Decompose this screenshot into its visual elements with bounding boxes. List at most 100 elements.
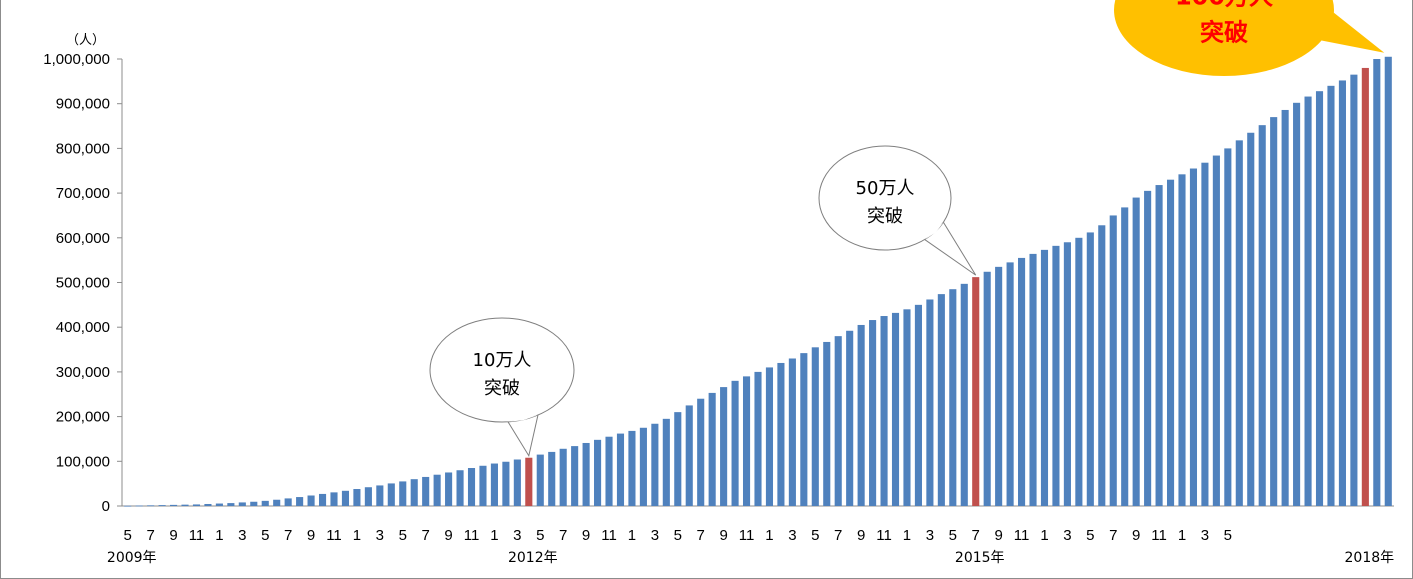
x-tick-label: 11	[1014, 527, 1030, 544]
bar	[1384, 56, 1392, 506]
bar	[1189, 168, 1198, 506]
x-tick-label: 11	[876, 527, 892, 544]
x-tick-label: 3	[926, 527, 934, 544]
callout-text: 突破	[1200, 19, 1248, 47]
bar	[250, 501, 258, 506]
bar	[341, 490, 350, 506]
bar	[582, 442, 590, 506]
bar	[1281, 109, 1289, 506]
bar	[1270, 117, 1278, 507]
x-tick-label: 7	[972, 527, 980, 544]
x-tick-label: 7	[284, 527, 292, 544]
bar	[903, 309, 911, 506]
bar	[1040, 249, 1049, 506]
x-tick-label: 3	[376, 527, 384, 544]
callout-seam	[507, 415, 538, 422]
x-tick-label: 5	[261, 527, 269, 544]
bar	[571, 446, 579, 506]
bar	[433, 474, 441, 506]
y-tick-label: 1,000,000	[43, 51, 110, 68]
x-tick-label: 1	[765, 527, 773, 544]
x-tick-label: 1	[1040, 527, 1048, 544]
bar	[1029, 253, 1037, 506]
x-tick-label: 5	[674, 527, 682, 544]
bar	[559, 448, 567, 506]
bar	[834, 336, 842, 506]
bar	[891, 312, 900, 506]
x-tick-label: 5	[399, 527, 407, 544]
bar	[708, 392, 716, 506]
bar	[926, 299, 934, 506]
callout-tail	[1321, 12, 1385, 53]
bar	[995, 266, 1003, 506]
bar	[1247, 132, 1255, 506]
callout-seam	[1321, 12, 1334, 41]
x-tick-label: 11	[1151, 527, 1167, 544]
x-tick-label: 1	[353, 527, 361, 544]
x-tick-label: 3	[1063, 527, 1071, 544]
bar	[949, 289, 957, 506]
x-tick-label: 9	[169, 527, 177, 544]
bar	[1178, 174, 1186, 507]
y-tick-label: 300,000	[56, 364, 110, 381]
x-tick-label: 9	[444, 527, 452, 544]
bar	[846, 330, 854, 506]
x-tick-label: 5	[949, 527, 957, 544]
bar	[181, 504, 189, 506]
x-tick-label: 3	[513, 527, 521, 544]
x-tick-label: 1	[490, 527, 498, 544]
bar	[983, 271, 991, 506]
bar	[869, 320, 877, 506]
bar	[1155, 185, 1163, 506]
bar	[662, 418, 670, 506]
bar	[192, 504, 201, 506]
x-year-label: 2015年	[955, 550, 1005, 566]
y-tick-label: 800,000	[56, 140, 110, 157]
callout-bubble	[818, 145, 952, 251]
bar	[479, 465, 487, 506]
y-tick-label: 400,000	[56, 319, 110, 336]
bar	[525, 457, 533, 506]
x-tick-label: 5	[124, 527, 132, 544]
x-year-label: 2012年	[508, 550, 558, 566]
y-tick-label: 100,000	[56, 453, 110, 470]
x-tick-label: 11	[326, 527, 342, 544]
bar	[536, 454, 544, 506]
bar	[307, 495, 315, 506]
bar	[204, 503, 212, 506]
bar	[158, 505, 166, 506]
x-tick-label: 9	[582, 527, 590, 544]
x-tick-label: 5	[1086, 527, 1094, 544]
y-tick-label: 900,000	[56, 96, 110, 113]
callout-bubble	[1114, 0, 1334, 76]
bar	[674, 412, 682, 506]
bar	[823, 341, 831, 506]
bar	[1361, 67, 1369, 506]
bar	[1063, 242, 1071, 506]
bar	[594, 439, 602, 506]
x-tick-label: 7	[422, 527, 430, 544]
x-tick-label: 5	[811, 527, 819, 544]
bar	[605, 436, 613, 506]
bar	[628, 430, 636, 506]
bar	[456, 470, 464, 506]
bar	[1006, 262, 1014, 506]
x-tick-label: 7	[146, 527, 154, 544]
bar	[513, 459, 521, 506]
bar	[445, 472, 453, 506]
bar	[1109, 215, 1117, 506]
bar	[318, 493, 327, 506]
bar	[811, 347, 819, 506]
bar	[1018, 257, 1026, 506]
callout-text: 50万人	[856, 178, 915, 199]
callout-bubble	[429, 317, 575, 423]
bar	[1212, 155, 1220, 506]
bar	[914, 304, 922, 506]
bar	[1121, 207, 1129, 507]
x-tick-label: 1	[903, 527, 911, 544]
bar	[1075, 237, 1083, 507]
callout-text: 10万人	[473, 350, 532, 371]
bar	[754, 371, 762, 506]
bar	[376, 485, 384, 506]
